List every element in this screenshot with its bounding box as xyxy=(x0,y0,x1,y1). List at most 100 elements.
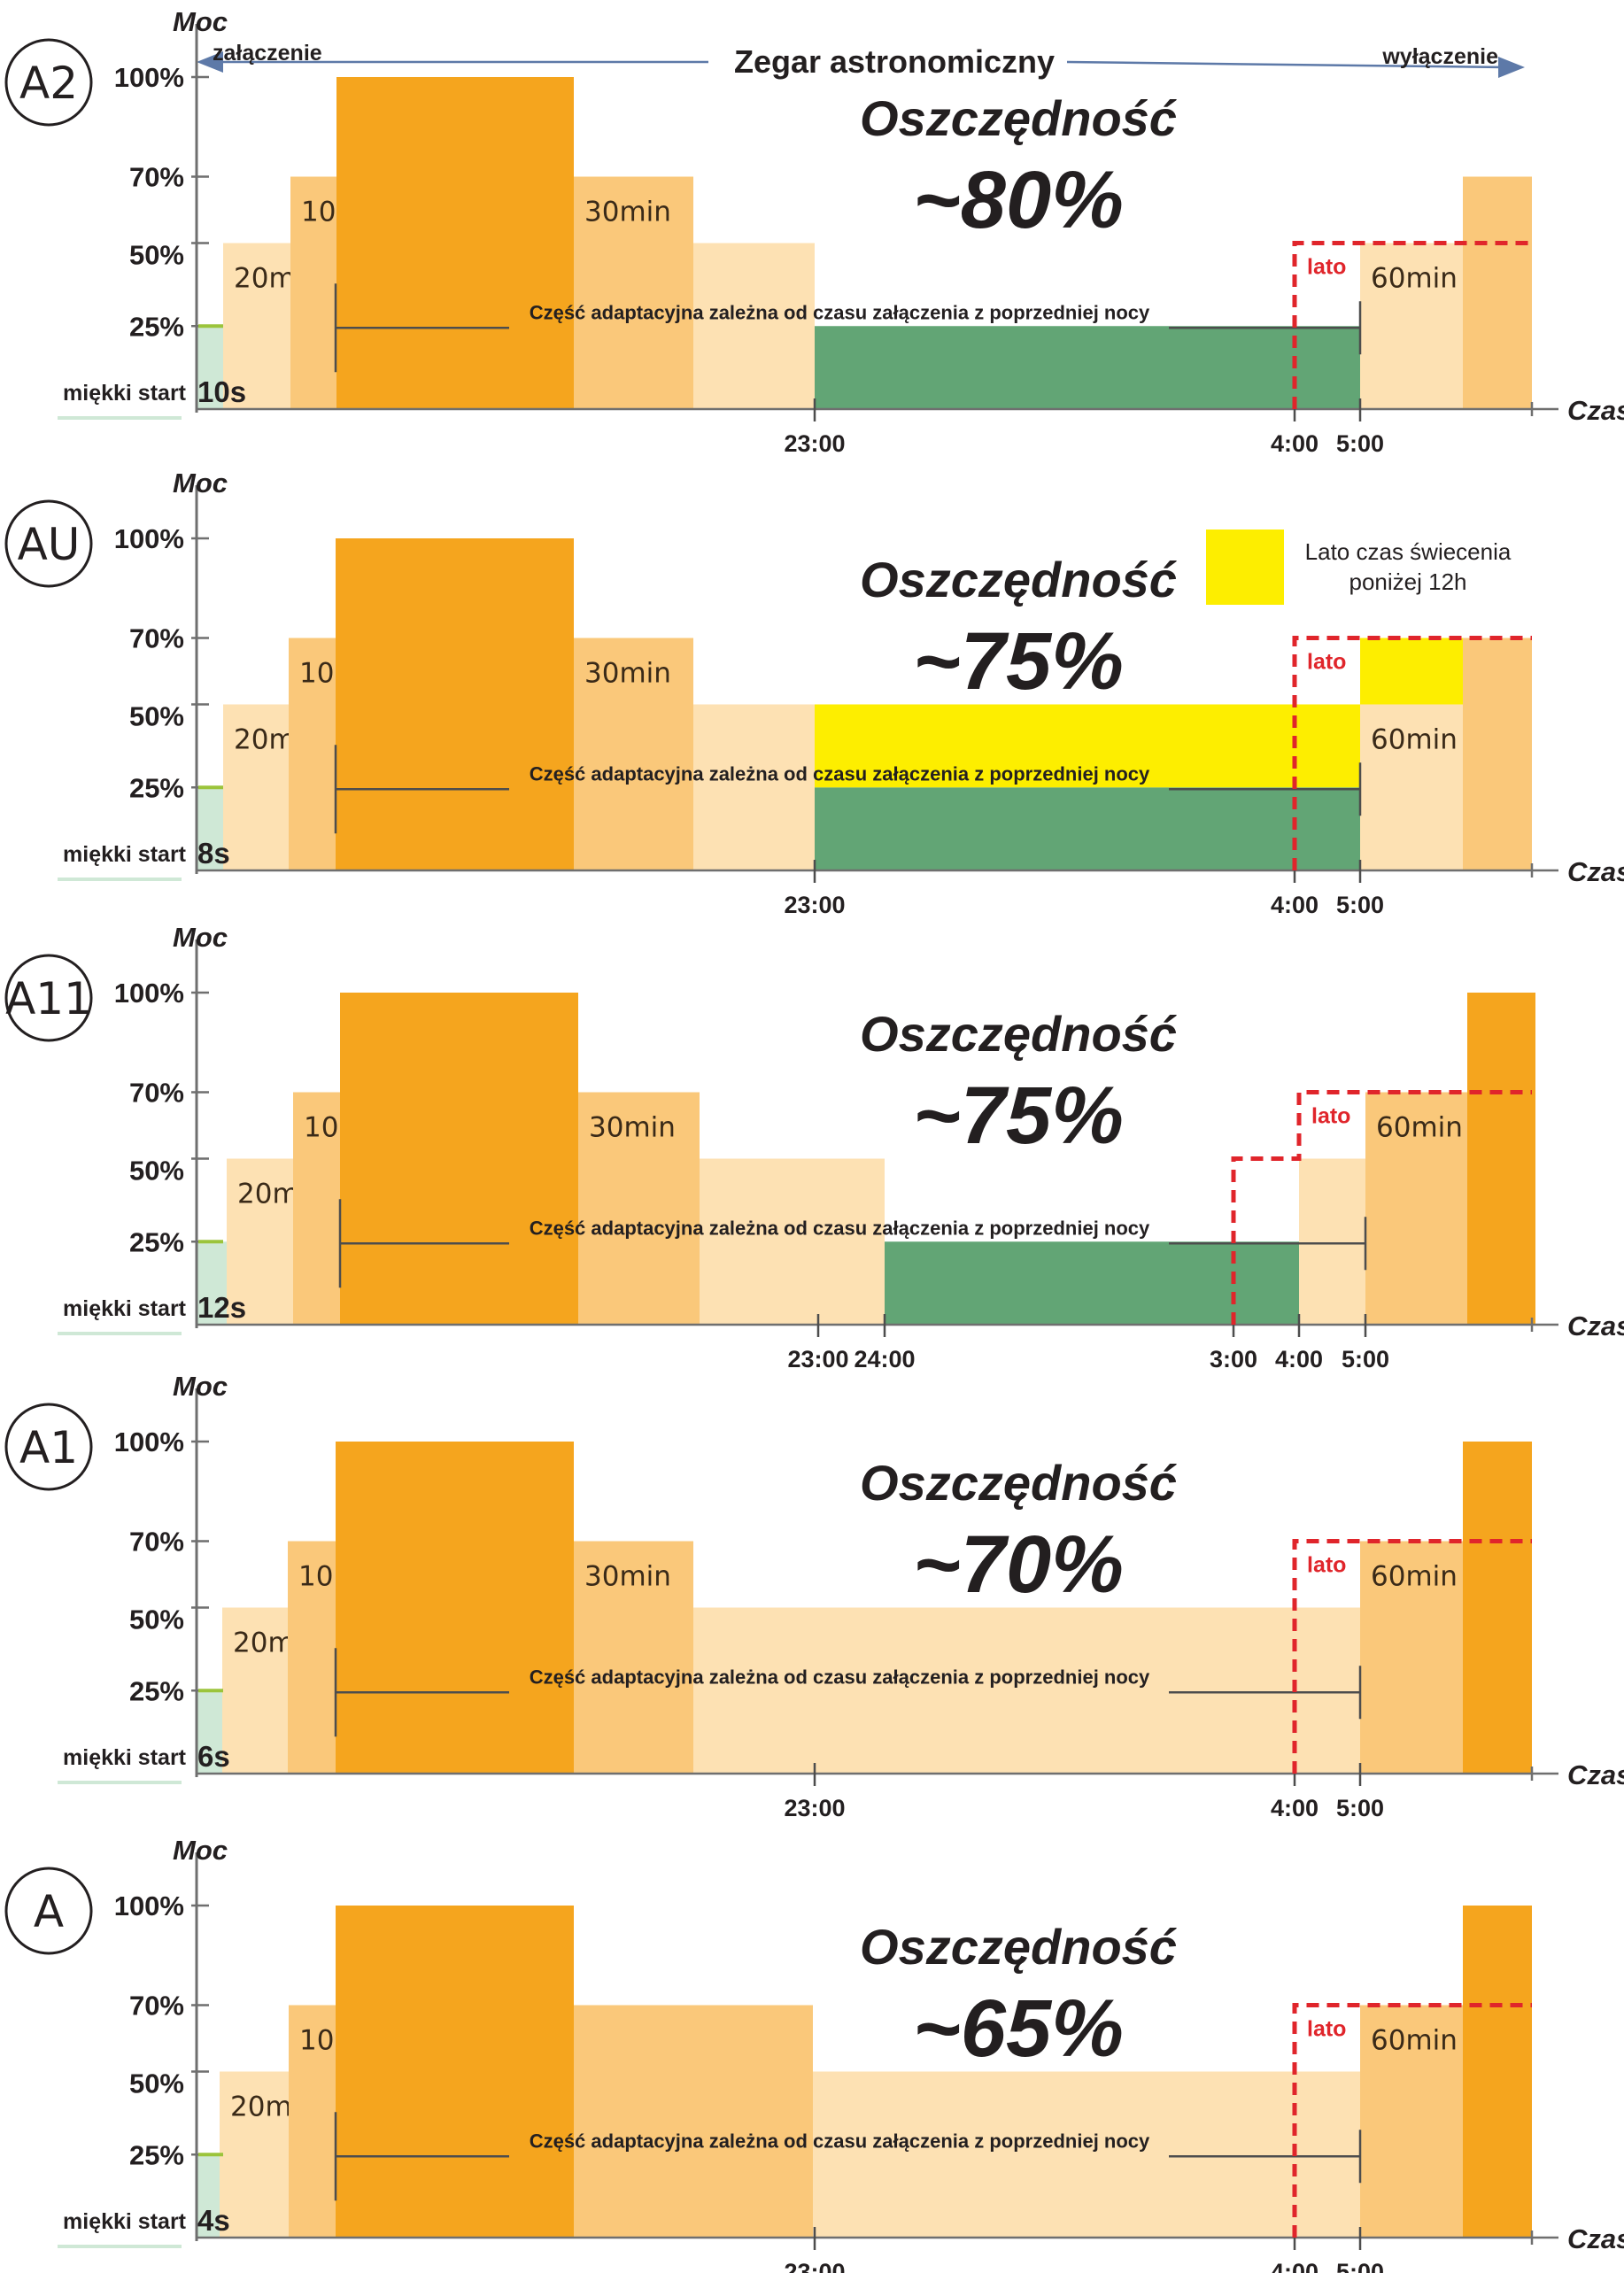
x-tick-label: 23:00 xyxy=(784,892,845,918)
bar-segment xyxy=(293,1092,340,1325)
panel-au: 20min10min30min60minCzęść adaptacyjna za… xyxy=(4,468,1624,918)
bar-segment xyxy=(815,326,1360,409)
bar-segment xyxy=(1365,1092,1467,1325)
bar-segment xyxy=(1463,1442,1532,1774)
summer-label: lato xyxy=(1307,255,1346,280)
summer-profile-line xyxy=(1292,636,1532,870)
y-tick-label: 50% xyxy=(129,701,184,732)
savings-value: ~80% xyxy=(913,155,1124,245)
profile-badge-icon xyxy=(4,38,93,127)
bar-segment xyxy=(336,1442,574,1774)
duration-label: 30min xyxy=(584,197,671,228)
y-tick-label: 25% xyxy=(129,1675,184,1706)
switch-on-label: załączenie xyxy=(213,41,322,66)
duration-label: 60min xyxy=(1371,1561,1458,1593)
duration-label: 30min xyxy=(584,658,671,690)
bar-segment xyxy=(288,1541,336,1774)
duration-label: 60min xyxy=(1371,263,1458,295)
x-tick-label: 4:00 xyxy=(1271,1795,1319,1821)
bar-segment xyxy=(700,1158,885,1325)
y-tick-label: 70% xyxy=(129,623,184,654)
profile-badge-icon xyxy=(4,954,93,1042)
duration-label: 30min xyxy=(584,1561,671,1593)
bar-segment xyxy=(220,2071,289,2238)
summer-extra-bar xyxy=(815,704,1360,788)
panels-group: 20min10min30min60minCzęść adaptacyjna za… xyxy=(4,6,1624,2273)
y-axis-title: Moc xyxy=(173,1371,228,1402)
summer-profile-line xyxy=(1231,1090,1532,1325)
y-tick-label: 100% xyxy=(114,1426,184,1457)
bar-segment xyxy=(813,2071,1360,2238)
bar-segment xyxy=(1463,638,1532,870)
panel-a2: 20min10min30min60minCzęść adaptacyjna za… xyxy=(4,6,1624,457)
x-tick-label: 23:00 xyxy=(784,430,845,457)
soft-start-label: miękki start xyxy=(63,1296,187,1321)
y-tick-label: 70% xyxy=(129,162,184,193)
soft-start-value: 8s xyxy=(197,837,230,870)
bar-segment xyxy=(340,993,578,1325)
savings-value: ~75% xyxy=(913,1071,1124,1161)
bar-segment xyxy=(815,787,1360,870)
y-tick-label: 100% xyxy=(114,62,184,93)
x-tick-label: 5:00 xyxy=(1336,2259,1384,2273)
bar-segment xyxy=(1360,243,1463,409)
x-tick-label: 5:00 xyxy=(1336,430,1384,457)
summer-profile-line xyxy=(1292,1539,1532,1774)
savings-title: Oszczędność xyxy=(860,1455,1177,1511)
x-axis-title: Czas xyxy=(1567,856,1624,887)
x-tick-label: 5:00 xyxy=(1336,1795,1384,1821)
savings-value: ~70% xyxy=(913,1519,1124,1610)
x-axis-title: Czas xyxy=(1567,395,1624,426)
summer-label: lato xyxy=(1307,650,1346,675)
adaptive-part-label: Część adaptacyjna zależna od czasu załąc… xyxy=(530,301,1150,323)
bar-segment xyxy=(1299,1158,1365,1325)
x-tick-label: 4:00 xyxy=(1271,2259,1319,2273)
bar-segment xyxy=(336,1906,574,2238)
x-tick-label: 23:00 xyxy=(784,2259,845,2273)
bar-segment xyxy=(1463,176,1532,409)
profile-badge-label: A1 xyxy=(19,1422,78,1473)
bar-segment xyxy=(693,704,815,870)
bar-segment xyxy=(574,2005,813,2238)
y-tick-label: 50% xyxy=(129,1604,184,1635)
x-tick-label: 5:00 xyxy=(1336,892,1384,918)
profile-badge-label: A xyxy=(34,1886,64,1937)
duration-label: 60min xyxy=(1376,1112,1463,1144)
x-axis-title: Czas xyxy=(1567,2223,1624,2254)
x-tick-label: 24:00 xyxy=(854,1346,915,1372)
savings-title: Oszczędność xyxy=(860,552,1177,607)
summer-label: lato xyxy=(1307,1553,1346,1578)
adaptive-part-label: Część adaptacyjna zależna od czasu załąc… xyxy=(530,1217,1150,1239)
soft-start-bar xyxy=(197,1690,222,1774)
switch-off-label: wyłączenie xyxy=(1381,44,1498,69)
x-tick-label: 23:00 xyxy=(784,1795,845,1821)
y-tick-label: 70% xyxy=(129,1991,184,2022)
x-tick-label: 4:00 xyxy=(1271,430,1319,457)
bar-segment xyxy=(289,638,336,870)
panel-a11: 20min10min30min60minCzęść adaptacyjna za… xyxy=(4,922,1624,1372)
astronomical-clock-header: załączenie Zegar astronomiczny wyłączeni… xyxy=(197,41,1525,80)
adaptive-part-label: Część adaptacyjna zależna od czasu załąc… xyxy=(530,762,1150,785)
soft-start-bar xyxy=(197,787,223,870)
x-axis-title: Czas xyxy=(1567,1310,1624,1341)
y-tick-label: 50% xyxy=(129,240,184,271)
right-arrowhead-icon xyxy=(1498,57,1525,78)
summer-label: lato xyxy=(1307,2017,1346,2042)
y-tick-label: 25% xyxy=(129,2139,184,2170)
y-tick-label: 100% xyxy=(114,1890,184,1921)
astronomical-clock-label: Zegar astronomiczny xyxy=(734,43,1055,80)
summer-profile-line xyxy=(1292,241,1532,409)
soft-start-label: miękki start xyxy=(63,1745,187,1770)
x-axis-title: Czas xyxy=(1567,1759,1624,1790)
x-tick-label: 4:00 xyxy=(1271,892,1319,918)
x-tick-label: 23:00 xyxy=(787,1346,848,1372)
y-tick-label: 100% xyxy=(114,978,184,1009)
savings-title: Oszczędność xyxy=(860,1919,1177,1975)
x-tick-label: 5:00 xyxy=(1342,1346,1389,1372)
duration-label: 60min xyxy=(1371,724,1458,756)
duration-label: 60min xyxy=(1371,2025,1458,2057)
left-arrowhead-icon xyxy=(197,51,223,73)
bar-segment xyxy=(222,1607,288,1774)
soft-start-value: 12s xyxy=(197,1291,246,1324)
savings-value: ~75% xyxy=(913,616,1124,707)
